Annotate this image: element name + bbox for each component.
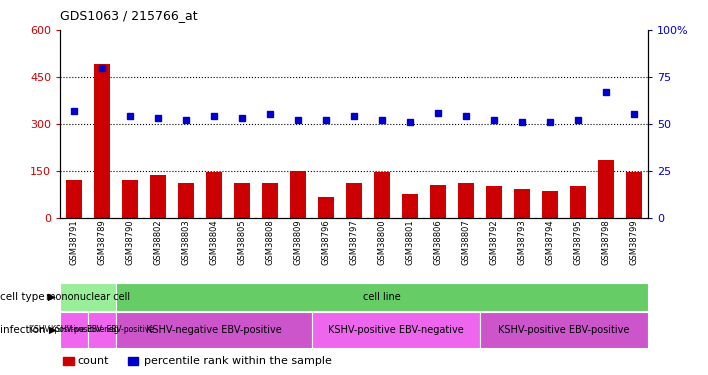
Bar (263, 183, 278, 218)
Text: KSHV-positive EBV-negative: KSHV-positive EBV-negative (328, 325, 464, 335)
Bar (94, 64, 110, 218)
Bar (122, 180, 138, 218)
Bar (67, 180, 82, 218)
Bar (60, 283, 116, 311)
Bar (60, 312, 88, 348)
Bar (542, 191, 558, 217)
Bar (207, 172, 222, 217)
Bar (127, 357, 138, 364)
Text: KSHV-positive EBV-positive: KSHV-positive EBV-positive (51, 326, 154, 334)
Bar (346, 183, 362, 218)
Text: count: count (78, 356, 109, 366)
Bar (480, 312, 648, 348)
Bar (430, 185, 445, 218)
Text: infection ▶: infection ▶ (0, 325, 57, 335)
Text: KSHV- positive EBV-neg: KSHV- positive EBV-neg (30, 326, 119, 334)
Bar (290, 171, 306, 217)
Bar (150, 176, 166, 217)
Bar (514, 189, 530, 217)
Bar (598, 160, 614, 218)
Bar (234, 183, 250, 218)
Text: GDS1063 / 215766_at: GDS1063 / 215766_at (60, 9, 198, 22)
Bar (402, 194, 418, 217)
Bar (88, 312, 116, 348)
Bar (312, 312, 480, 348)
Bar (458, 183, 474, 218)
Bar (486, 186, 501, 218)
Text: KSHV-negative EBV-positive: KSHV-negative EBV-positive (147, 325, 282, 335)
Text: KSHV-positive EBV-positive: KSHV-positive EBV-positive (498, 325, 629, 335)
Bar (116, 312, 312, 348)
Bar (570, 186, 586, 218)
Bar (626, 172, 641, 217)
Text: cell type ▶: cell type ▶ (0, 292, 56, 302)
Text: mononuclear cell: mononuclear cell (46, 292, 130, 302)
Bar (63, 357, 74, 364)
Text: percentile rank within the sample: percentile rank within the sample (144, 356, 332, 366)
Bar (178, 183, 194, 218)
Bar (319, 197, 333, 217)
Text: cell line: cell line (363, 292, 401, 302)
Bar (375, 172, 389, 217)
